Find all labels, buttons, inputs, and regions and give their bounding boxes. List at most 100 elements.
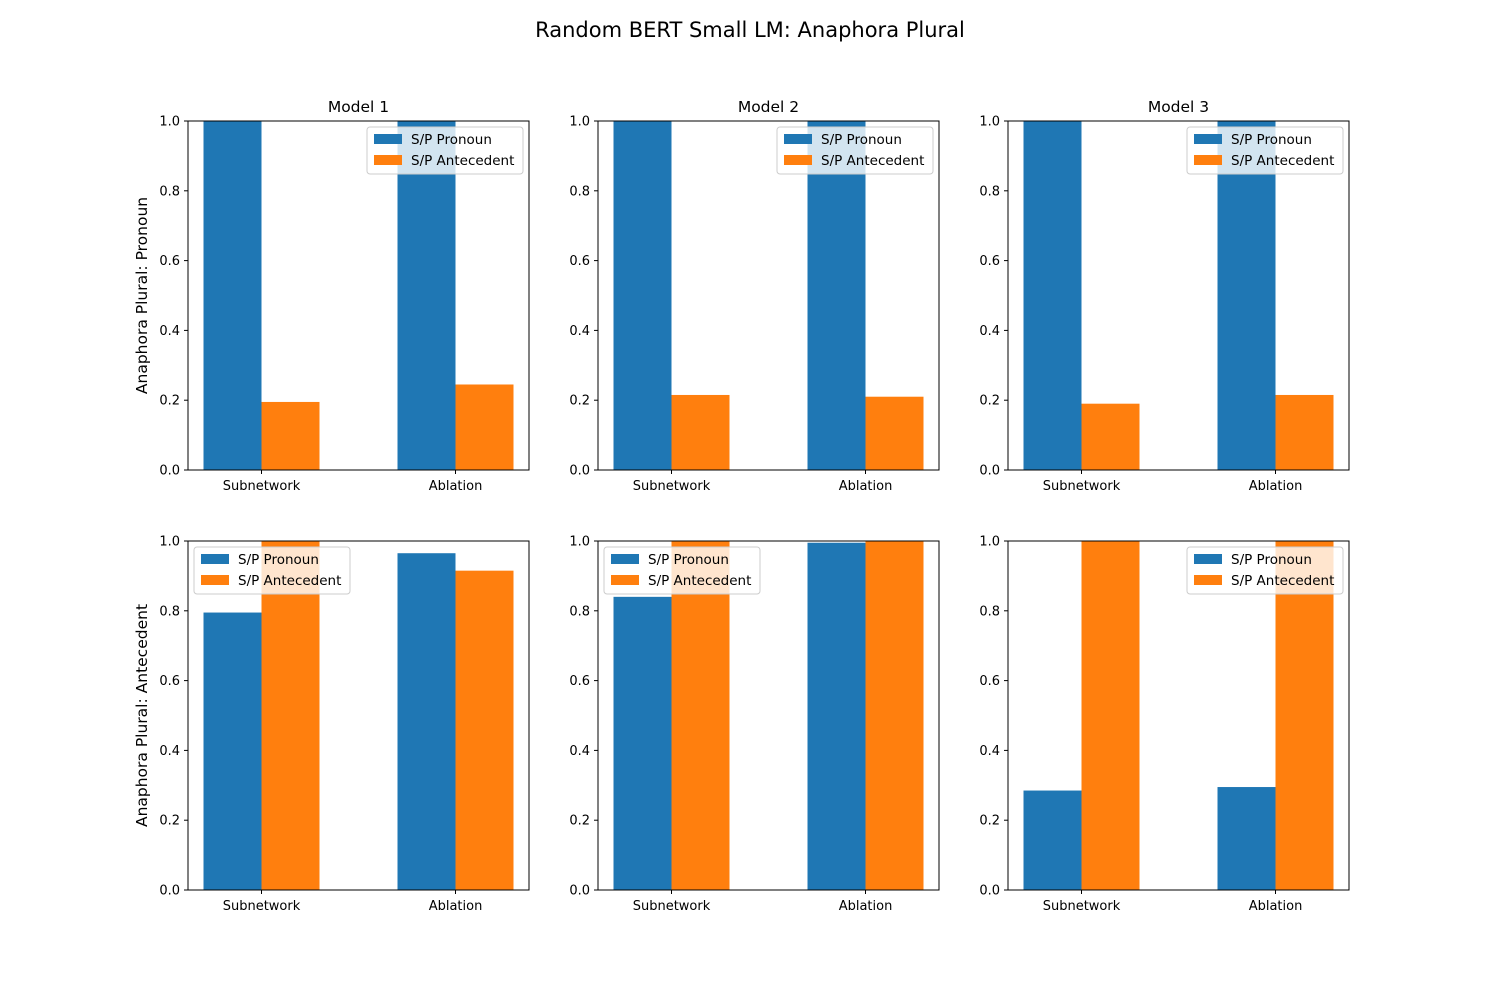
legend-swatch (1194, 134, 1222, 144)
legend-entry: S/P Pronoun (1231, 132, 1312, 148)
subplot-grid: 0.0 0.2 0.4 0.6 0.8 1.0 Subnetwork Ablation Mode… (133, 98, 1350, 914)
subplot-6: 0.0 0.2 0.4 0.6 0.8 1.0 Subnetwork Ablation S/P … (979, 535, 1350, 914)
y-tick-label: 1.0 (159, 115, 180, 130)
bar-pronoun-ablation (1217, 787, 1276, 890)
y-tick-label: 0.0 (569, 884, 590, 899)
legend-swatch (1194, 575, 1222, 585)
legend-swatch (1194, 155, 1222, 165)
y-tick-label: 0.2 (979, 394, 1000, 409)
legend: S/P Pronoun S/P Antecedent (1186, 126, 1344, 175)
legend-swatch (374, 134, 402, 144)
axes-frame (597, 540, 940, 891)
subplot-title: Model 1 (328, 98, 389, 116)
axes-frame (597, 120, 940, 471)
x-tick-label: Ablation (429, 899, 483, 914)
legend: S/P Pronoun S/P Antecedent (1186, 546, 1344, 595)
legend-swatch (201, 554, 229, 564)
subplot-2: 0.0 0.2 0.4 0.6 0.8 1.0 Subnetwork Ablation Mode… (569, 98, 940, 494)
bar-antecedent-ablation (455, 384, 514, 470)
y-tick-label: 0.8 (159, 604, 180, 619)
y-tick-label: 0.0 (979, 464, 1000, 479)
legend-swatch (784, 134, 812, 144)
x-tick-label: Ablation (1249, 479, 1303, 494)
bar-antecedent-ablation (865, 541, 924, 890)
legend-entry: S/P Pronoun (648, 552, 729, 568)
y-tick-label: 0.6 (569, 674, 590, 689)
legend-swatch (611, 554, 639, 564)
y-tick-label: 0.6 (569, 254, 590, 269)
bar-pronoun-ablation (807, 121, 866, 470)
legend: S/P Pronoun S/P Antecedent (193, 546, 351, 595)
x-tick-label: Subnetwork (223, 899, 301, 914)
x-tick-label: Ablation (839, 479, 893, 494)
legend-entry: S/P Antecedent (1231, 153, 1334, 169)
axes-frame (187, 540, 530, 891)
legend-swatch (784, 155, 812, 165)
subplot-3: 0.0 0.2 0.4 0.6 0.8 1.0 Subnetwork Ablation Mode… (979, 98, 1350, 494)
y-tick-label: 0.6 (979, 674, 1000, 689)
bar-antecedent-ablation (1275, 541, 1334, 890)
y-tick-label: 0.8 (979, 604, 1000, 619)
y-tick-label: 0.4 (159, 744, 180, 759)
bar-antecedent-subnetwork (1081, 403, 1140, 470)
y-tick-label: 0.8 (979, 184, 1000, 199)
y-tick-label: 0.6 (159, 674, 180, 689)
bar-pronoun-ablation (397, 121, 456, 470)
bar-pronoun-subnetwork (1023, 121, 1082, 470)
y-tick-label: 0.2 (159, 814, 180, 829)
legend: S/P Pronoun S/P Antecedent (776, 126, 934, 175)
subplot-4: 0.0 0.2 0.4 0.6 0.8 1.0 Subnetwork Ablation Anap… (133, 535, 530, 914)
y-tick-label: 0.6 (979, 254, 1000, 269)
bar-antecedent-ablation (865, 396, 924, 470)
y-tick-label: 0.4 (159, 324, 180, 339)
bar-pronoun-subnetwork (613, 121, 672, 470)
y-tick-label: 0.0 (159, 464, 180, 479)
x-tick-label: Subnetwork (633, 899, 711, 914)
y-tick-label: 0.8 (569, 604, 590, 619)
legend-swatch (201, 575, 229, 585)
figure-title: Random BERT Small LM: Anaphora Plural (535, 18, 965, 42)
x-tick-label: Subnetwork (1043, 899, 1121, 914)
y-tick-label: 0.8 (569, 184, 590, 199)
subplot-title: Model 2 (738, 98, 799, 116)
y-tick-label: 0.4 (569, 744, 590, 759)
legend-swatch (611, 575, 639, 585)
x-tick-label: Subnetwork (223, 479, 301, 494)
x-tick-label: Subnetwork (1043, 479, 1121, 494)
y-tick-label: 1.0 (569, 115, 590, 130)
subplot-5: 0.0 0.2 0.4 0.6 0.8 1.0 Subnetwork Ablation S/P … (569, 535, 940, 914)
y-tick-label: 0.2 (569, 814, 590, 829)
y-tick-label: 1.0 (159, 535, 180, 550)
legend-entry: S/P Antecedent (648, 573, 751, 589)
bar-antecedent-ablation (1275, 394, 1334, 470)
bar-antecedent-subnetwork (1081, 541, 1140, 890)
x-tick-label: Ablation (839, 899, 893, 914)
legend-box (1186, 126, 1344, 175)
legend-box (193, 546, 351, 595)
axes-frame (187, 120, 530, 471)
bar-antecedent-subnetwork (261, 541, 320, 890)
legend-entry: S/P Pronoun (1231, 552, 1312, 568)
bar-pronoun-ablation (1217, 121, 1276, 470)
legend-entry: S/P Antecedent (411, 153, 514, 169)
legend: S/P Pronoun S/P Antecedent (603, 546, 761, 595)
y-tick-label: 0.8 (159, 184, 180, 199)
legend-box (1186, 546, 1344, 595)
legend-box (366, 126, 524, 175)
y-tick-label: 0.2 (979, 814, 1000, 829)
bar-pronoun-ablation (807, 542, 866, 890)
bar-antecedent-subnetwork (261, 401, 320, 470)
y-tick-label: 0.4 (979, 324, 1000, 339)
y-tick-label: 0.0 (979, 884, 1000, 899)
bar-antecedent-ablation (455, 570, 514, 890)
legend: S/P Pronoun S/P Antecedent (366, 126, 524, 175)
axes-frame (1007, 540, 1350, 891)
y-tick-label: 0.4 (979, 744, 1000, 759)
y-tick-label: 0.2 (569, 394, 590, 409)
y-tick-label: 1.0 (979, 115, 1000, 130)
y-tick-label: 0.6 (159, 254, 180, 269)
legend-entry: S/P Pronoun (821, 132, 902, 148)
x-tick-label: Ablation (429, 479, 483, 494)
bar-antecedent-subnetwork (671, 541, 730, 890)
